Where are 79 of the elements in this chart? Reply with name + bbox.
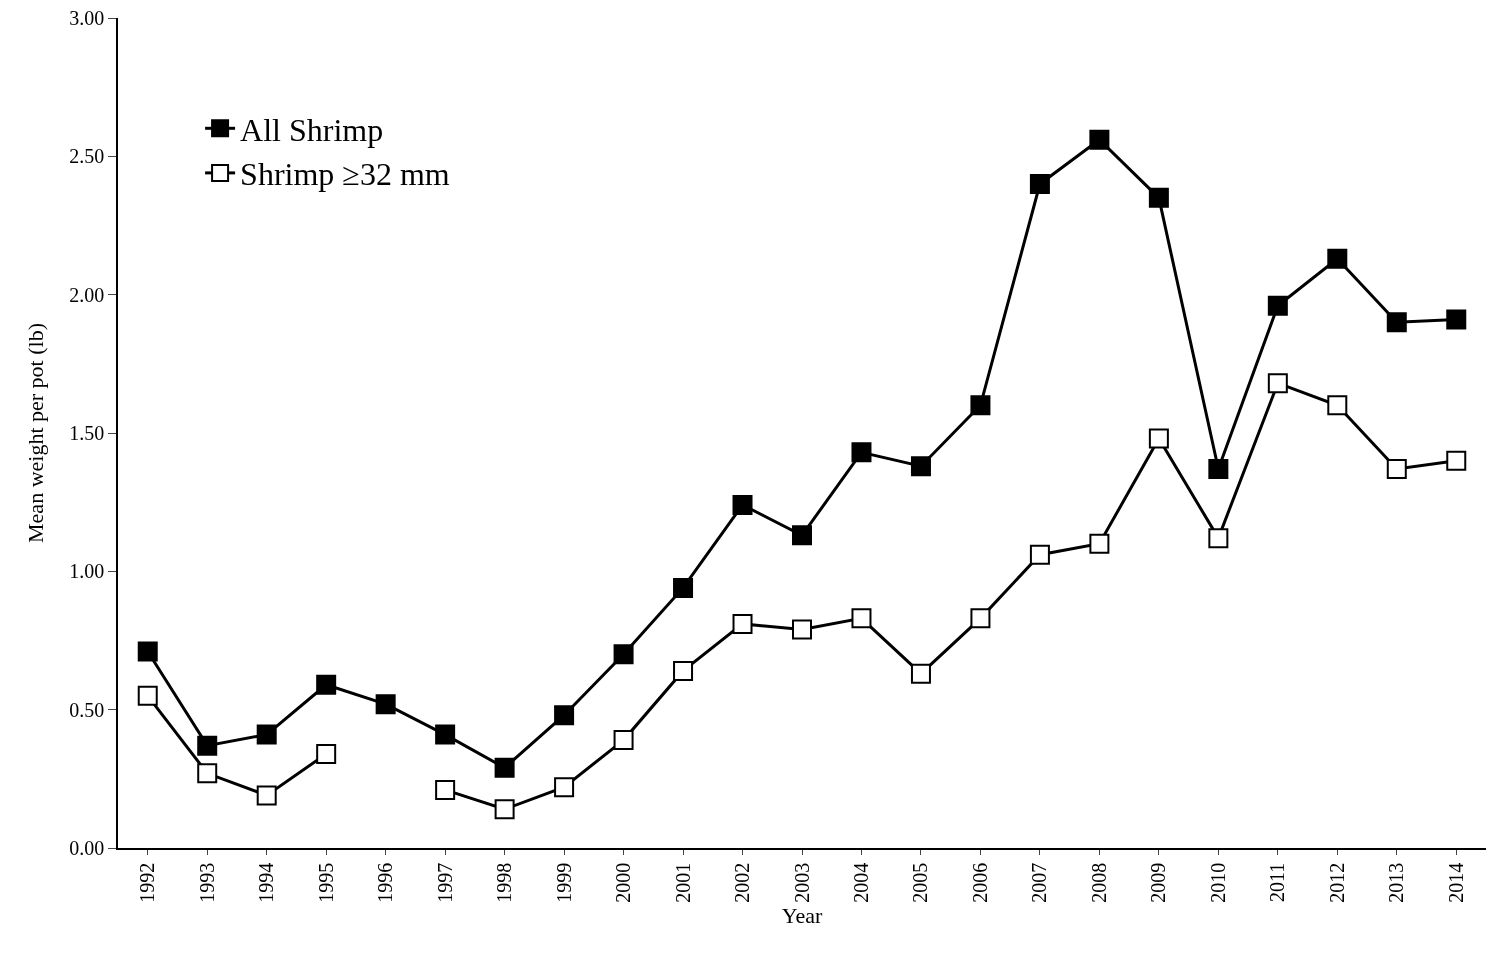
y-axis-title: Mean weight per pot (lb) bbox=[22, 323, 48, 543]
point bbox=[375, 694, 396, 715]
x-tick-label: 1998 bbox=[493, 862, 516, 903]
point bbox=[1267, 295, 1288, 316]
legend-label: All Shrimp bbox=[240, 111, 384, 148]
point bbox=[435, 724, 456, 745]
x-tick-label: 2005 bbox=[909, 862, 932, 903]
x-tick-label: 1996 bbox=[374, 862, 397, 903]
point bbox=[494, 799, 515, 820]
x-tick-label: 2009 bbox=[1147, 862, 1170, 903]
point bbox=[197, 735, 218, 756]
point bbox=[1327, 248, 1348, 269]
point bbox=[1029, 174, 1050, 194]
y-tick-label: 0.00 bbox=[69, 837, 105, 859]
x-tick-label: 2006 bbox=[968, 862, 991, 903]
point bbox=[1148, 428, 1169, 449]
point bbox=[554, 705, 575, 726]
point bbox=[1446, 309, 1467, 330]
x-tick-label: 2010 bbox=[1206, 862, 1229, 903]
point bbox=[1148, 187, 1169, 208]
y-tick-label: 3.00 bbox=[69, 7, 105, 29]
point bbox=[851, 442, 872, 463]
x-tick-label: 2014 bbox=[1444, 862, 1467, 903]
point bbox=[851, 608, 872, 629]
point bbox=[316, 743, 337, 764]
point bbox=[1446, 450, 1467, 471]
point bbox=[1208, 458, 1229, 479]
x-tick-label: 1993 bbox=[195, 862, 218, 903]
x-tick-label: 2011 bbox=[1266, 862, 1289, 903]
x-tick-label: 2002 bbox=[731, 862, 754, 903]
point bbox=[792, 525, 812, 546]
x-tick-label: 2012 bbox=[1325, 862, 1348, 903]
point bbox=[673, 577, 694, 598]
x-tick-label: 1995 bbox=[314, 862, 337, 903]
point bbox=[1327, 395, 1348, 416]
point bbox=[732, 613, 753, 634]
point bbox=[1386, 458, 1407, 479]
point bbox=[137, 641, 158, 662]
point bbox=[435, 779, 456, 800]
point bbox=[970, 608, 991, 629]
y-tick-label: 1.50 bbox=[69, 422, 105, 444]
x-tick-label: 2001 bbox=[671, 862, 694, 903]
point bbox=[673, 660, 694, 681]
point bbox=[613, 644, 634, 665]
point bbox=[1089, 533, 1110, 554]
x-tick-label: 1999 bbox=[552, 862, 575, 903]
x-tick-label: 1994 bbox=[255, 862, 278, 903]
point bbox=[554, 777, 575, 798]
point bbox=[613, 730, 634, 751]
point bbox=[256, 724, 277, 745]
x-tick-label: 2007 bbox=[1028, 862, 1051, 903]
point bbox=[732, 494, 753, 515]
point bbox=[1089, 129, 1110, 150]
point bbox=[1029, 544, 1050, 565]
point bbox=[970, 395, 991, 416]
y-tick-label: 1.00 bbox=[69, 560, 105, 583]
x-axis-title: Year bbox=[781, 902, 823, 928]
point bbox=[137, 685, 158, 706]
y-tick-label: 2.00 bbox=[69, 283, 105, 306]
x-tick-label: 2008 bbox=[1087, 862, 1110, 903]
y-tick-label: 2.50 bbox=[69, 145, 105, 168]
x-tick-label: 2004 bbox=[849, 862, 872, 903]
point bbox=[197, 763, 218, 784]
legend-label: Shrimp ≥32 mm bbox=[240, 156, 450, 193]
point bbox=[256, 785, 277, 806]
x-tick-label: 2013 bbox=[1385, 862, 1408, 903]
point bbox=[1208, 528, 1229, 549]
x-tick-label: 1992 bbox=[136, 862, 159, 903]
point bbox=[910, 663, 931, 684]
x-tick-label: 2000 bbox=[612, 862, 635, 903]
point bbox=[1267, 373, 1288, 394]
point bbox=[910, 456, 931, 477]
y-tick-label: 0.50 bbox=[69, 698, 105, 721]
point bbox=[316, 674, 337, 695]
x-tick-label: 2003 bbox=[790, 862, 813, 903]
point bbox=[792, 619, 812, 640]
point bbox=[1386, 312, 1407, 333]
point bbox=[494, 757, 515, 778]
x-tick-label: 1997 bbox=[433, 862, 456, 903]
